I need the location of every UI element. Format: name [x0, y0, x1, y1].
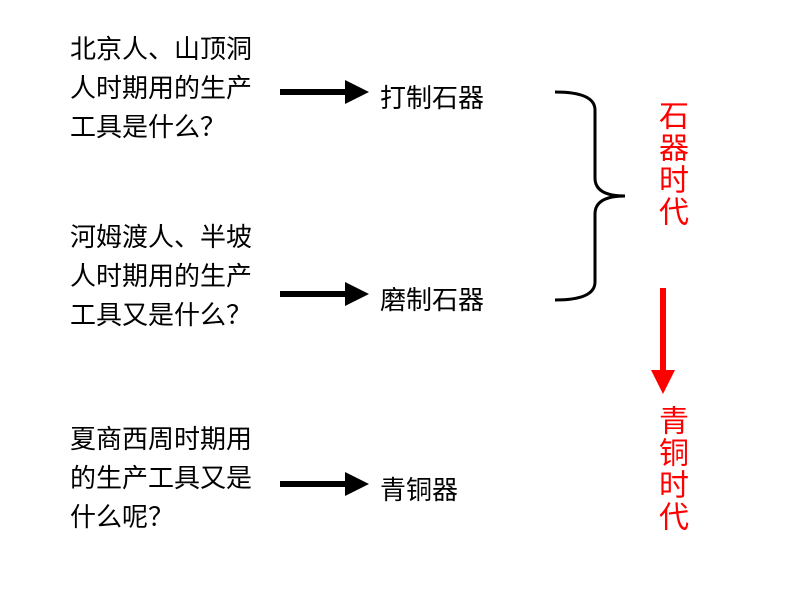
question-1: 北京人、山顶洞人时期用的生产工具是什么？: [70, 30, 270, 147]
era-bronze: 青铜时代: [648, 405, 692, 533]
question-2: 河姆渡人、半坡人时期用的生产工具又是什么？: [70, 218, 270, 335]
question-3: 夏商西周时期用的生产工具又是什么呢？: [70, 420, 270, 537]
brace: [555, 92, 625, 300]
answer-2: 磨制石器: [380, 280, 484, 317]
era-stone: 石器时代: [648, 100, 692, 228]
answer-1: 打制石器: [380, 78, 484, 115]
answer-3: 青铜器: [380, 470, 458, 507]
